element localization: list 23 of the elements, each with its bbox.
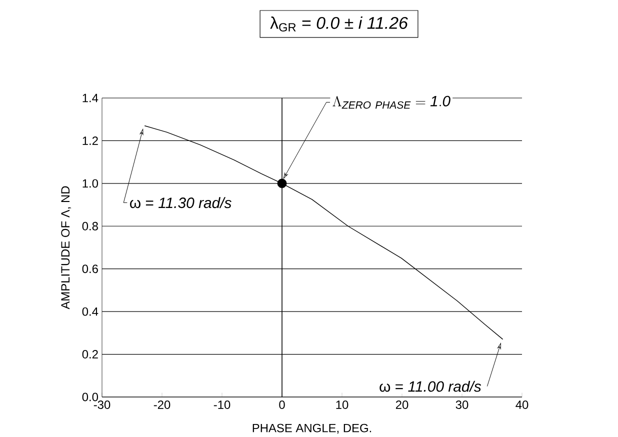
annotation: ω = 11.00 rad/s [380, 380, 482, 392]
x-tick-label: 20 [396, 400, 408, 409]
y-tick-label: 1.2 [82, 136, 98, 145]
y-axis-title: AMPLITUDE OF Λ, ND [61, 186, 72, 310]
x-tick-label: -20 [154, 400, 170, 409]
y-tick-label: 0.4 [82, 307, 98, 316]
annotation: $\Lambda_{\mathit{ZERO\ PHASE}} = \mathit{1.0}$ [332, 96, 450, 109]
x-tick-label: 0 [279, 400, 285, 409]
y-tick-label: 0.6 [82, 264, 98, 274]
y-tick-label: 1.4 [82, 94, 98, 102]
y-tick-label: 0.8 [82, 222, 98, 230]
y-tick-label: 1.0 [82, 179, 98, 188]
x-tick-label: 30 [456, 400, 468, 409]
y-tick-label: 0.2 [82, 350, 98, 359]
x-tick-label: 10 [336, 400, 348, 409]
chart-title: λ$_{GR}$ = 0.0 ± i 11.26 [270, 16, 408, 32]
annotation: ω = 11.30 rad/s [130, 197, 232, 208]
x-tick-label: 40 [516, 400, 528, 409]
y-tick-label: 0.0 [82, 392, 98, 402]
line-series [144, 125, 504, 340]
x-axis-title: PHASE ANGLE, DEG. [252, 424, 372, 434]
x-tick-label: -30 [94, 400, 110, 409]
x-tick-label: -10 [214, 400, 230, 409]
